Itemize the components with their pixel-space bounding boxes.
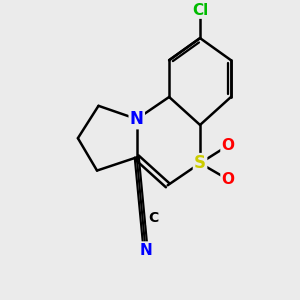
Text: O: O [221,172,235,187]
Text: C: C [148,211,158,225]
Text: O: O [221,138,235,153]
Text: S: S [194,154,206,172]
Text: N: N [130,110,144,128]
Text: N: N [139,242,152,257]
Text: Cl: Cl [192,3,208,18]
